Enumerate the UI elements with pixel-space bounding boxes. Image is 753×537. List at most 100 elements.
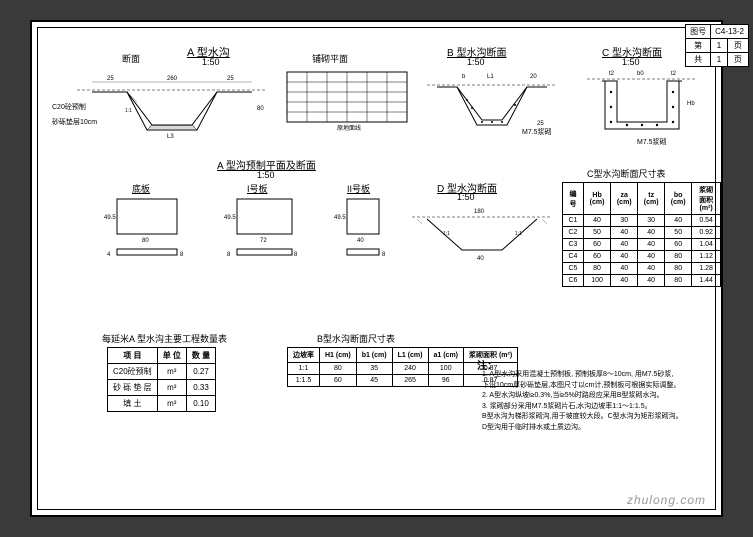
tblB-title: B型水沟断面尺寸表 bbox=[317, 332, 395, 345]
tc-43: 40 bbox=[638, 263, 665, 275]
tc-54: 80 bbox=[665, 275, 692, 287]
ta-h1: 单 位 bbox=[157, 348, 186, 364]
svg-text:8: 8 bbox=[382, 252, 386, 258]
tbb-10: 1:1.5 bbox=[288, 375, 320, 387]
tb-s1u: 页 bbox=[727, 39, 748, 53]
svg-text:20: 20 bbox=[530, 74, 537, 80]
tc-53: 40 bbox=[638, 275, 665, 287]
tc-40: C5 bbox=[563, 263, 584, 275]
tb-h1: H1 (cm) bbox=[320, 348, 357, 363]
tb-h3: L1 (cm) bbox=[392, 348, 428, 363]
tbb-00: 1:1 bbox=[288, 363, 320, 375]
tbb-03: 240 bbox=[392, 363, 428, 375]
ta-01: m³ bbox=[157, 364, 186, 380]
p1-panel: 49.5 72 88 bbox=[222, 194, 307, 264]
note-1b: 下设10cm厚砂砾垫层,本图尺寸以cm计,预制板可根据实际调整。 bbox=[482, 381, 712, 392]
tbb-11: 60 bbox=[320, 375, 357, 387]
tableA: 项 目 单 位 数 量 C20砼预制m³0.27 砂 砾 垫 层m³0.33 填… bbox=[107, 347, 216, 412]
svg-text:b0: b0 bbox=[637, 71, 644, 77]
ta-00: C20砼预制 bbox=[108, 364, 158, 380]
tc-12: 40 bbox=[611, 227, 638, 239]
tc-23: 40 bbox=[638, 239, 665, 251]
ta-20: 填 土 bbox=[108, 396, 158, 412]
tc-41: 80 bbox=[583, 263, 610, 275]
tc-51: 100 bbox=[583, 275, 610, 287]
tc-h4: bo (cm) bbox=[665, 183, 692, 215]
svg-text:180: 180 bbox=[474, 209, 485, 215]
tc-33: 40 bbox=[638, 251, 665, 263]
ta-11: m³ bbox=[157, 380, 186, 396]
svg-text:260: 260 bbox=[167, 76, 178, 82]
ta-02: 0.27 bbox=[186, 364, 215, 380]
tc-24: 60 bbox=[665, 239, 692, 251]
secA-plan-diagram: 原地面线 bbox=[282, 67, 412, 132]
tb-s2v: 1 bbox=[711, 53, 728, 67]
tbb-02: 35 bbox=[356, 363, 392, 375]
secB-scale: 1:50 bbox=[467, 57, 485, 67]
svg-text:1:1: 1:1 bbox=[443, 231, 450, 237]
note-3b: B型水沟为梯形浆砌沟,用于坡度较大段。C型水沟为矩形浆砌沟。 bbox=[482, 412, 712, 423]
svg-text:t2: t2 bbox=[671, 71, 677, 77]
tc-52: 40 bbox=[611, 275, 638, 287]
svg-text:25: 25 bbox=[107, 76, 114, 82]
tc-05: 0.54 bbox=[692, 215, 721, 227]
svg-text:L1: L1 bbox=[487, 74, 494, 80]
tb-h2: b1 (cm) bbox=[356, 348, 392, 363]
note-2: 2. A型水沟纵坡i≥0.3%,当i≥5%时路段应采用B型浆砌水沟。 bbox=[482, 391, 712, 402]
drawing-frame: 图号 C4-13-2 第 1 页 共 1 页 断面 A 型水沟 1:50 25 bbox=[30, 20, 723, 517]
tc-32: 40 bbox=[611, 251, 638, 263]
svg-text:1:1: 1:1 bbox=[515, 231, 522, 237]
tb-s2l: 共 bbox=[686, 53, 711, 67]
svg-text:25: 25 bbox=[227, 76, 234, 82]
watermark: zhulong.com bbox=[627, 493, 706, 507]
tc-34: 80 bbox=[665, 251, 692, 263]
tc-21: 60 bbox=[583, 239, 610, 251]
secB-note: M7.5浆砌 bbox=[522, 127, 552, 137]
secC-diagram: t2b0t2 Hb bbox=[587, 67, 697, 142]
tc-h1: Hb (cm) bbox=[583, 183, 610, 215]
tb-s2u: 页 bbox=[727, 53, 748, 67]
tc-20: C3 bbox=[563, 239, 584, 251]
tb-dwgno: C4-13-2 bbox=[711, 25, 749, 39]
svg-text:8: 8 bbox=[227, 252, 231, 258]
tc-03: 30 bbox=[638, 215, 665, 227]
panels-scale: 1:50 bbox=[257, 170, 275, 180]
secC-note: M7.5浆砌 bbox=[637, 137, 667, 147]
base-panel: 49.5 80 48 bbox=[102, 194, 192, 264]
svg-text:80: 80 bbox=[257, 106, 264, 112]
tc-02: 30 bbox=[611, 215, 638, 227]
notes-body: 1. A型水沟采用混凝土预制板, 预制板厚8～10cm, 用M7.5砂浆, 下设… bbox=[482, 370, 712, 433]
svg-text:原地面线: 原地面线 bbox=[337, 124, 361, 132]
svg-text:40: 40 bbox=[477, 256, 484, 262]
svg-text:4: 4 bbox=[107, 252, 111, 258]
ta-h0: 项 目 bbox=[108, 348, 158, 364]
tb-h0: 边坡率 bbox=[288, 348, 320, 363]
secA-n2: 砂砾垫层10cm bbox=[52, 117, 102, 127]
title-block: 图号 C4-13-2 第 1 页 共 1 页 bbox=[685, 24, 749, 67]
tc-50: C6 bbox=[563, 275, 584, 287]
secC-scale: 1:50 bbox=[622, 57, 640, 67]
secD-diagram: 180 40 1:1 1:1 bbox=[407, 205, 557, 265]
tc-44: 80 bbox=[665, 263, 692, 275]
secD-scale: 1:50 bbox=[457, 192, 475, 202]
tc-04: 40 bbox=[665, 215, 692, 227]
tc-35: 1.12 bbox=[692, 251, 721, 263]
tc-h5: 浆砌面积 (m²) bbox=[692, 183, 721, 215]
ta-h2: 数 量 bbox=[186, 348, 215, 364]
svg-text:49.5: 49.5 bbox=[104, 215, 116, 221]
tc-14: 50 bbox=[665, 227, 692, 239]
tc-22: 40 bbox=[611, 239, 638, 251]
note-3: 3. 浆砌部分采用M7.5浆砌片石,水沟边坡率1:1～1:1.5。 bbox=[482, 402, 712, 413]
svg-text:t2: t2 bbox=[609, 71, 615, 77]
svg-text:80: 80 bbox=[142, 238, 149, 244]
note-1: 1. A型水沟采用混凝土预制板, 预制板厚8～10cm, 用M7.5砂浆, bbox=[482, 370, 712, 381]
tc-45: 1.28 bbox=[692, 263, 721, 275]
tc-01: 40 bbox=[583, 215, 610, 227]
secB-diagram: bL120 25 bbox=[427, 70, 557, 135]
svg-text:40: 40 bbox=[357, 238, 364, 244]
tc-10: C2 bbox=[563, 227, 584, 239]
tc-13: 40 bbox=[638, 227, 665, 239]
svg-text:1:1: 1:1 bbox=[125, 108, 132, 114]
secA-plan: 铺砌平面 bbox=[312, 52, 348, 65]
tc-42: 40 bbox=[611, 263, 638, 275]
